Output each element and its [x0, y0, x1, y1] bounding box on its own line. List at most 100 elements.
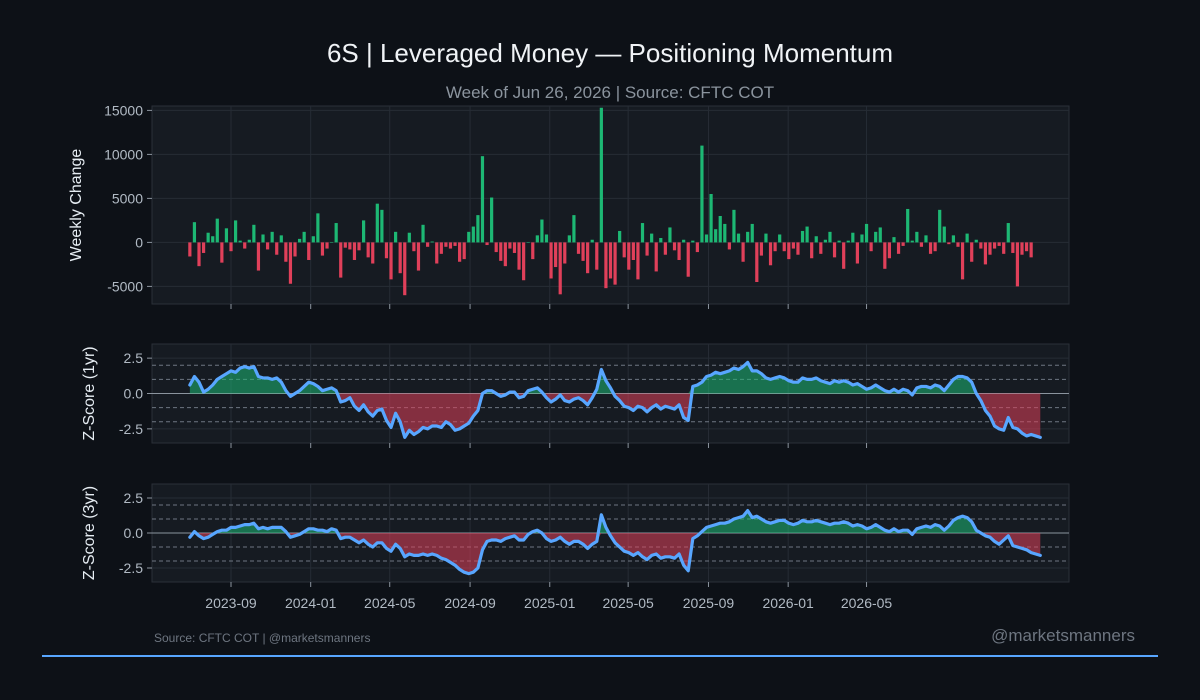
positive-area	[189, 362, 1041, 394]
bar	[631, 242, 635, 260]
bar	[275, 242, 279, 255]
bar	[640, 223, 645, 243]
bar	[965, 233, 969, 243]
bar	[270, 231, 274, 243]
bar	[389, 242, 393, 280]
bar	[608, 242, 613, 279]
bar	[627, 242, 631, 270]
footer-source: Source: CFTC COT | @marketsmanners	[154, 631, 371, 645]
x-tick-label: 2023-09	[205, 595, 257, 611]
bar	[334, 223, 338, 243]
bar	[398, 242, 402, 274]
bar	[535, 235, 539, 243]
bar	[563, 242, 567, 264]
bar	[224, 228, 229, 243]
bar	[526, 242, 530, 243]
bar	[512, 242, 517, 253]
x-tick-label: 2025-01	[524, 595, 576, 611]
bar	[348, 242, 352, 250]
y-tick-label: 0.0	[124, 386, 144, 402]
bar	[695, 242, 699, 253]
bar	[997, 242, 1001, 246]
zscore-line	[188, 509, 1042, 576]
bar	[956, 242, 960, 247]
bar	[791, 242, 795, 249]
bar	[654, 242, 658, 272]
y-axis-label: Z-Score (1yr)	[81, 346, 98, 440]
zscore-line	[188, 360, 1042, 439]
bar	[307, 242, 311, 260]
bar	[243, 242, 247, 249]
bar	[759, 242, 763, 256]
bar	[691, 240, 695, 243]
bar	[586, 242, 590, 274]
bar	[933, 242, 937, 252]
x-tick-label: 2026-01	[762, 595, 814, 611]
bar	[316, 213, 320, 243]
bar	[581, 242, 585, 261]
bar	[215, 218, 219, 243]
x-tick-label: 2025-05	[602, 595, 654, 611]
footer-rule	[42, 655, 1158, 657]
bar	[947, 242, 951, 245]
zscore-3yr-panel: 2.5 0.0 -2.5 Z-Score (3yr)	[81, 483, 1070, 587]
y-axis-label: Weekly Change	[68, 149, 85, 262]
bar	[746, 231, 750, 243]
bar	[851, 232, 855, 243]
bar	[384, 242, 389, 259]
bar	[928, 242, 933, 254]
bar	[366, 242, 370, 258]
bar	[896, 242, 901, 254]
bar	[970, 242, 974, 262]
bar	[887, 242, 892, 259]
bar	[613, 242, 617, 285]
bar	[604, 242, 608, 289]
bar	[942, 226, 946, 243]
bar	[439, 242, 443, 254]
y-tick-label: 2.5	[124, 350, 144, 366]
bar	[544, 234, 549, 243]
bar	[362, 220, 366, 243]
bar	[476, 215, 480, 243]
bar	[554, 242, 558, 268]
bar	[265, 242, 270, 250]
bar	[714, 229, 718, 243]
bar	[494, 242, 498, 253]
bar	[910, 240, 914, 243]
bar	[874, 231, 878, 243]
bar	[1015, 242, 1020, 287]
bar	[1020, 242, 1024, 255]
bar	[233, 220, 238, 243]
bar	[951, 235, 956, 243]
bar	[490, 197, 494, 243]
bar	[974, 239, 978, 243]
bar	[448, 242, 453, 249]
bar	[906, 208, 910, 243]
bar	[869, 242, 873, 252]
bar	[718, 216, 722, 243]
bar	[576, 242, 581, 254]
bar	[192, 222, 197, 243]
negative-area	[189, 533, 1041, 574]
footer-watermark: @marketsmanners	[991, 626, 1135, 645]
bar	[755, 242, 759, 282]
y-tick-label: 5000	[112, 190, 143, 206]
bar	[828, 231, 832, 243]
bar	[805, 226, 809, 243]
bar	[416, 242, 421, 271]
bar	[480, 156, 485, 243]
bar	[1006, 223, 1010, 243]
bar	[622, 242, 626, 258]
bar	[686, 242, 690, 277]
x-tick-label: 2024-01	[285, 595, 337, 611]
bar	[471, 226, 475, 243]
bar	[878, 227, 882, 243]
bar	[677, 242, 681, 260]
bar	[983, 242, 988, 265]
bar	[499, 242, 503, 261]
bar	[938, 209, 942, 243]
bar	[782, 242, 786, 252]
y-tick-label: 0.0	[124, 525, 144, 541]
bar	[901, 242, 905, 246]
